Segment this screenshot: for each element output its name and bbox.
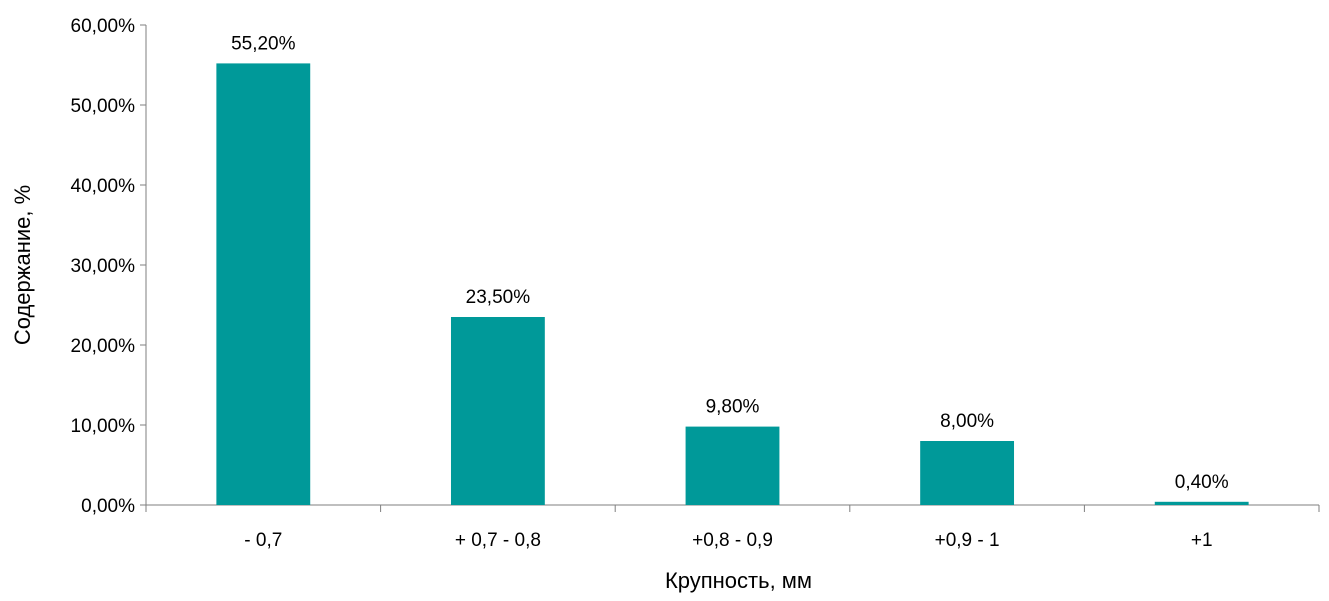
data-labels: 55,20% 23,50% 9,80% 8,00% 0,40% [231,33,1229,492]
x-tick-label: + 0,7 - 0,8 [455,530,541,551]
x-tick-label: - 0,7 [244,530,282,551]
y-tick-label: 30,00% [71,256,136,277]
y-tick-label: 40,00% [71,176,136,197]
bar-value-label: 0,40% [1175,472,1229,493]
y-tick-label: 60,00% [71,16,136,37]
y-tick-label: 10,00% [71,416,136,437]
y-tick-label: 20,00% [71,336,136,357]
x-tick-label: +1 [1191,530,1213,551]
x-axis-title: Крупность, мм [665,568,812,593]
x-tick-label: +0,8 - 0,9 [692,530,773,551]
bar-value-label: 8,00% [940,411,994,432]
y-axis: 0,00% 10,00% 20,00% 30,00% 40,00% 50,00% 60,00… [71,16,147,517]
bar-value-label: 55,20% [231,33,296,54]
bar [1154,501,1249,505]
x-tick-label: +0,9 - 1 [935,530,1000,551]
x-axis: - 0,7 + 0,7 - 0,8 +0,8 - 0,9 +0,9 - 1 +1 [145,504,1320,551]
y-tick-label: 50,00% [71,96,136,117]
bar [685,426,780,505]
bar [450,317,545,505]
bar [216,63,311,506]
bar [920,441,1015,505]
bar-value-label: 9,80% [706,397,760,418]
bar-value-label: 23,50% [466,287,531,308]
y-axis-title: Содержание, % [10,185,35,345]
y-tick-label: 0,00% [81,496,135,517]
bars [216,63,1249,506]
